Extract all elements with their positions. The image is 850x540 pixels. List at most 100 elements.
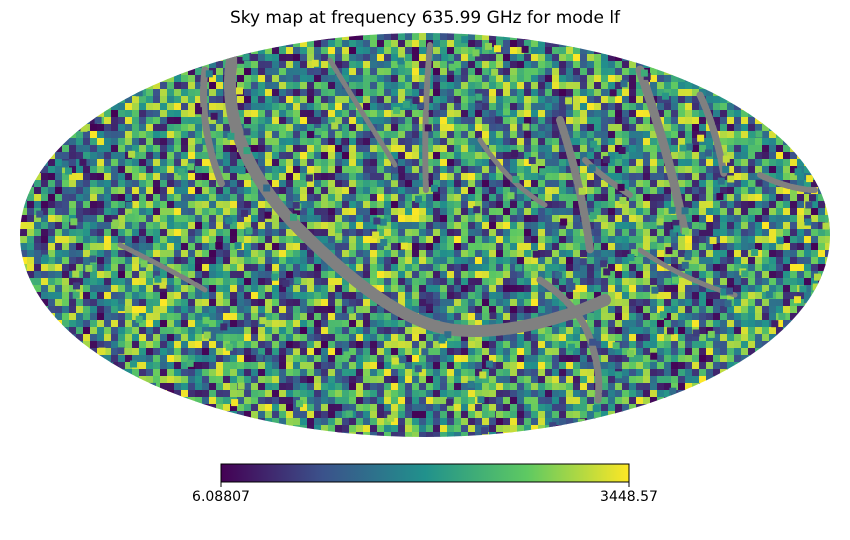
map-pixel [356, 327, 364, 335]
map-pixel [384, 257, 392, 265]
map-pixel [811, 201, 819, 209]
map-pixel [363, 145, 371, 153]
map-pixel [538, 89, 546, 97]
map-pixel [286, 173, 294, 181]
map-pixel [146, 173, 154, 181]
map-pixel [447, 362, 455, 370]
map-pixel [160, 348, 168, 356]
map-pixel [111, 320, 119, 328]
map-pixel [755, 110, 763, 118]
map-pixel [188, 103, 196, 111]
map-pixel [811, 208, 819, 216]
map-pixel [146, 215, 154, 223]
map-pixel [559, 187, 567, 195]
map-pixel [545, 61, 553, 69]
map-pixel [195, 264, 203, 272]
map-pixel [237, 68, 245, 76]
map-pixel [762, 124, 770, 132]
map-pixel [664, 180, 672, 188]
map-pixel [699, 355, 707, 363]
map-pixel [216, 54, 224, 62]
map-pixel [181, 145, 189, 153]
map-pixel [440, 33, 448, 41]
map-pixel [622, 376, 630, 384]
map-pixel [538, 61, 546, 69]
map-pixel [370, 33, 378, 41]
map-pixel [153, 229, 161, 237]
map-pixel [783, 257, 791, 265]
map-pixel [433, 124, 441, 132]
map-pixel [181, 180, 189, 188]
map-pixel [482, 187, 490, 195]
map-pixel [307, 117, 315, 125]
map-pixel [412, 103, 420, 111]
map-pixel [41, 306, 49, 314]
map-pixel [335, 320, 343, 328]
map-pixel [265, 243, 273, 251]
map-pixel [146, 362, 154, 370]
map-pixel [132, 229, 140, 237]
map-pixel [370, 257, 378, 265]
map-pixel [314, 68, 322, 76]
map-pixel [153, 327, 161, 335]
map-pixel [489, 341, 497, 349]
map-pixel [258, 334, 266, 342]
map-pixel [671, 124, 679, 132]
map-pixel [216, 348, 224, 356]
map-pixel [608, 257, 616, 265]
map-pixel [811, 229, 819, 237]
map-pixel [664, 222, 672, 230]
map-pixel [594, 75, 602, 83]
map-pixel [622, 264, 630, 272]
map-pixel [587, 124, 595, 132]
map-pixel [118, 222, 126, 230]
map-pixel [118, 145, 126, 153]
map-pixel [398, 187, 406, 195]
map-pixel [132, 124, 140, 132]
map-pixel [272, 334, 280, 342]
map-pixel [412, 292, 420, 300]
map-pixel [447, 313, 455, 321]
map-pixel [62, 180, 70, 188]
map-pixel [482, 117, 490, 125]
map-pixel [412, 334, 420, 342]
map-pixel [244, 68, 252, 76]
map-pixel [328, 271, 336, 279]
map-pixel [111, 96, 119, 104]
map-pixel [160, 131, 168, 139]
map-pixel [489, 187, 497, 195]
map-pixel [741, 250, 749, 258]
map-pixel [461, 264, 469, 272]
map-pixel [741, 138, 749, 146]
map-pixel [496, 278, 504, 286]
map-pixel [545, 355, 553, 363]
map-pixel [41, 222, 49, 230]
map-pixel [622, 208, 630, 216]
map-pixel [475, 236, 483, 244]
map-pixel [426, 327, 434, 335]
map-pixel [223, 117, 231, 125]
map-pixel [118, 187, 126, 195]
map-pixel [776, 285, 784, 293]
map-pixel [650, 180, 658, 188]
map-pixel [426, 348, 434, 356]
map-pixel [552, 278, 560, 286]
map-pixel [300, 47, 308, 55]
map-pixel [251, 103, 259, 111]
map-pixel [447, 236, 455, 244]
map-pixel [160, 124, 168, 132]
map-pixel [300, 348, 308, 356]
map-pixel [342, 145, 350, 153]
map-pixel [650, 75, 658, 83]
map-pixel [573, 278, 581, 286]
map-pixel [293, 103, 301, 111]
map-pixel [643, 131, 651, 139]
map-pixel [356, 208, 364, 216]
map-pixel [692, 180, 700, 188]
map-pixel [678, 362, 686, 370]
map-pixel [223, 180, 231, 188]
map-pixel [461, 117, 469, 125]
map-pixel [363, 40, 371, 48]
map-pixel [524, 271, 532, 279]
map-pixel [482, 257, 490, 265]
